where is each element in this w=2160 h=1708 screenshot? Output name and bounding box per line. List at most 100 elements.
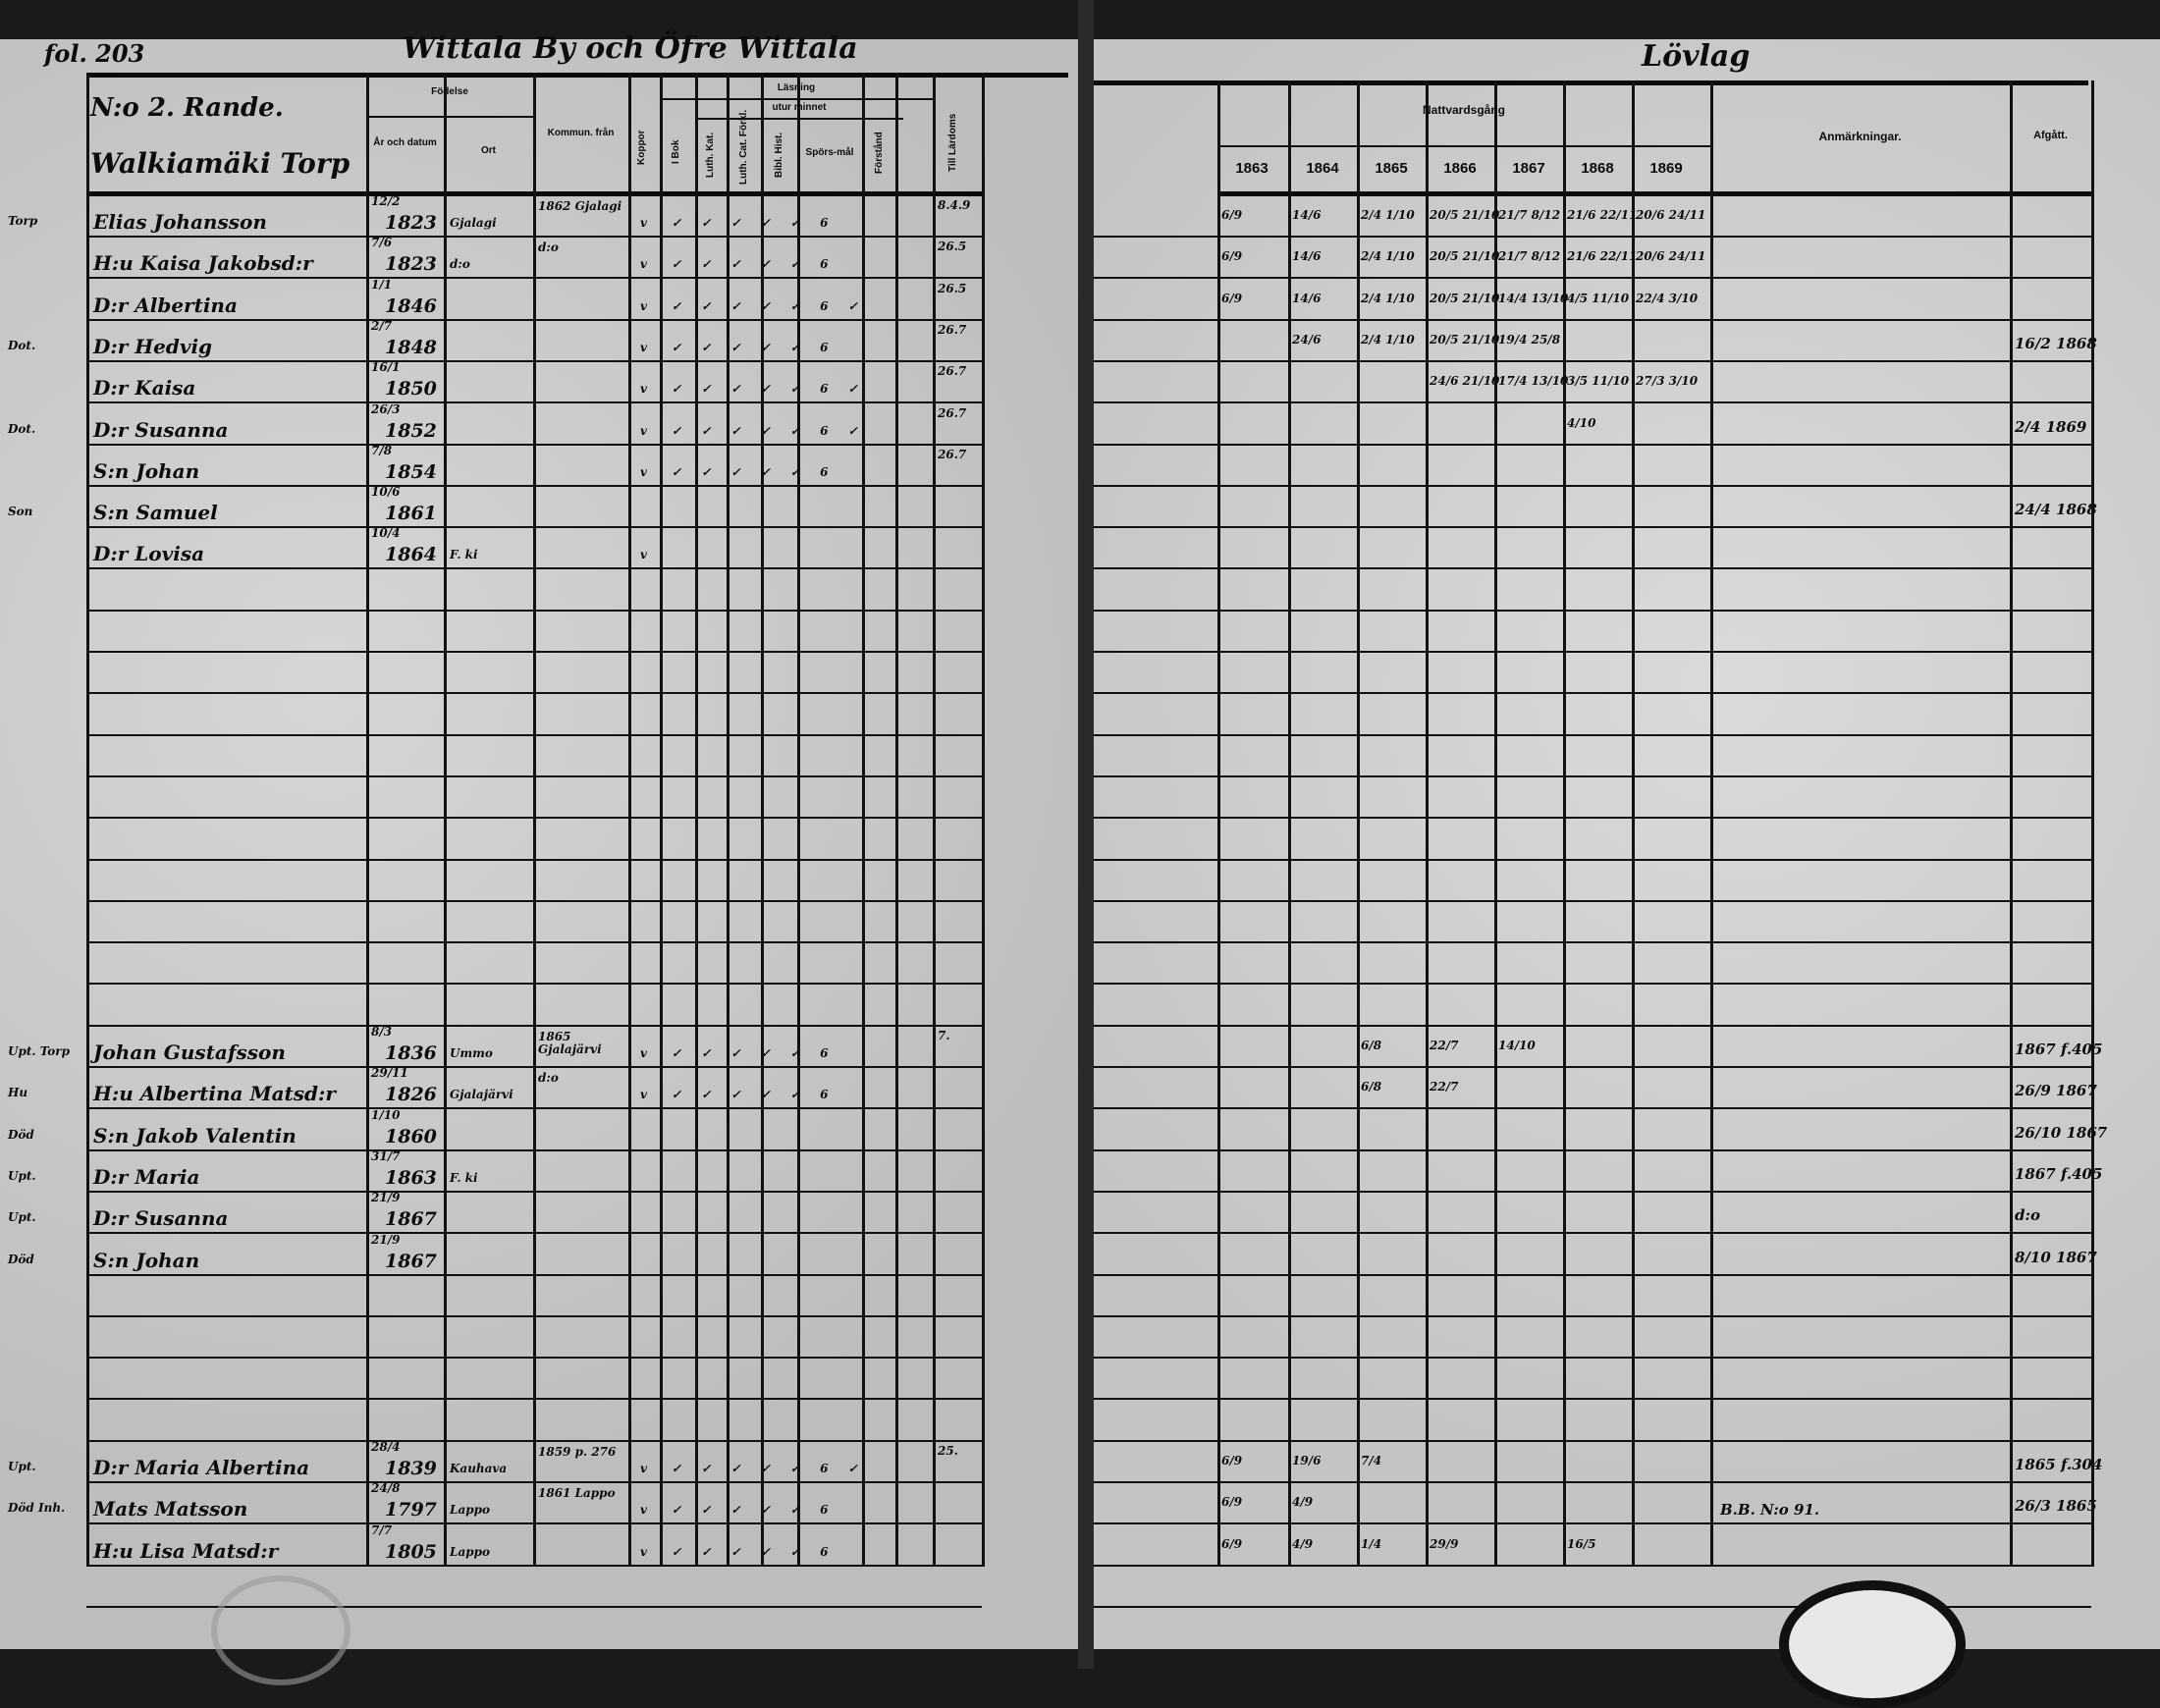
table-row: H:u Lisa Matsd:r 7/7 1805 Lappo v ✓ ✓ ✓ ✓ ✓ 6 — [0, 1523, 982, 1565]
header-year: 1867 — [1512, 160, 1545, 177]
admitted-note: 26.7 — [938, 447, 967, 461]
row-line — [1092, 651, 2091, 653]
column-line — [1710, 80, 1713, 1567]
row-line — [86, 1605, 982, 1608]
birth-date: 29/11 — [371, 1066, 408, 1081]
communion-date: 3/5 11/10 — [1567, 374, 1630, 389]
column-line — [761, 73, 764, 1567]
row-line — [1092, 609, 2091, 612]
smallpox-mark: v — [640, 1544, 647, 1559]
moved-from: d:o — [538, 240, 559, 255]
row-mark: Son — [8, 505, 33, 519]
rule — [695, 118, 903, 120]
row-line — [1092, 1522, 2091, 1525]
smallpox-mark: v — [640, 1503, 647, 1518]
admitted-note: 26.7 — [938, 405, 967, 420]
table-row — [0, 1368, 982, 1398]
departed-date: 26/3 1865 — [2015, 1497, 2097, 1516]
table-row — [1092, 1282, 2091, 1315]
row-line — [86, 609, 982, 612]
communion-date: 22/7 — [1430, 1039, 1459, 1052]
column-line — [1494, 80, 1497, 1567]
remark: B.B. N:o 91. — [1720, 1501, 1820, 1520]
column-line — [695, 73, 698, 1567]
row-line — [1092, 817, 2091, 820]
person-name: S:n Johan — [93, 1248, 200, 1272]
smallpox-mark: v — [640, 548, 647, 562]
column-line — [797, 73, 800, 1567]
table-row: Död S:n Johan 21/9 1867 — [0, 1233, 982, 1274]
birth-date: 7/7 — [371, 1522, 393, 1537]
birth-date: 7/6 — [371, 236, 393, 250]
communion-date: 16/5 — [1567, 1536, 1596, 1551]
header-from-memory: utur minnet — [772, 102, 827, 113]
communion-date: 14/4 13/10 — [1498, 291, 1569, 305]
row-line — [86, 817, 982, 820]
table-row: 6/9 4/9 B.B. N:o 91. 26/3 1865 — [1092, 1489, 2097, 1522]
departed-date: 8/10 1867 — [2015, 1248, 2097, 1266]
reading-marks: ✓ ✓ ✓ ✓ ✓ 6 — [672, 340, 829, 354]
row-line — [86, 858, 982, 861]
table-row — [0, 787, 982, 817]
birth-place: Ummo — [450, 1046, 493, 1060]
table-row: 24/4 1868 — [1092, 493, 2097, 526]
row-line — [86, 443, 982, 446]
column-line — [1632, 80, 1635, 1567]
departed-date: d:o — [2015, 1206, 2041, 1225]
header-year-date: År och datum — [373, 137, 437, 148]
header-luther-cat: Luth. Kat. — [705, 132, 716, 178]
communion-date: 21/7 8/12 — [1498, 208, 1561, 222]
header-questions: Spörs-mål — [805, 147, 854, 158]
column-line — [895, 73, 898, 1567]
table-row: 1867 f.405 — [1092, 1157, 2102, 1191]
row-mark: Upt. Torp — [8, 1044, 71, 1058]
table-row — [0, 663, 982, 692]
table-row — [1092, 701, 2091, 734]
header-bible-hist: Bibl. Hist. — [774, 132, 784, 179]
column-line — [933, 73, 936, 1567]
birth-date: 10/4 — [371, 526, 401, 541]
communion-date: 1/4 — [1361, 1536, 1382, 1551]
person-name: S:n Samuel — [93, 501, 218, 525]
column-line — [86, 73, 89, 1567]
row-line — [86, 733, 982, 736]
folio: fol. 203 — [44, 39, 145, 68]
birth-date: 16/1 — [371, 360, 401, 375]
reading-marks: ✓ ✓ ✓ ✓ ✓ 6 ✓ — [672, 298, 858, 313]
moved-from: 1861 Lappo — [538, 1486, 616, 1501]
departed-date: 26/9 1867 — [2015, 1082, 2097, 1100]
column-line — [1426, 80, 1429, 1567]
table-row: 6/9 19/6 7/4 1865 f.304 — [1092, 1448, 2102, 1481]
birth-year: 1854 — [385, 460, 437, 483]
admitted-note: 26.5 — [938, 281, 967, 295]
header-birth: Födelse — [431, 86, 468, 97]
departed-date: 2/4 1869 — [2015, 417, 2087, 436]
table-row: Upt. Torp Johan Gustafsson 8/3 1836 Ummo 1865… — [0, 1025, 982, 1066]
row-mark: Torp — [8, 214, 38, 228]
communion-date: 22/7 — [1430, 1080, 1459, 1094]
table-row: Död Inh. Mats Matsson 24/8 1797 Lappo 1861 La… — [0, 1481, 982, 1522]
column-line — [2091, 80, 2094, 1567]
table-row — [1092, 783, 2091, 817]
smallpox-mark: v — [640, 382, 647, 397]
column-line — [727, 73, 729, 1567]
row-line — [86, 1232, 982, 1235]
birth-year: 1846 — [385, 294, 437, 317]
column-line — [2010, 80, 2013, 1567]
table-row — [1092, 1323, 2091, 1357]
row-line — [86, 651, 982, 653]
smallpox-mark: v — [640, 1462, 647, 1475]
birth-year: 1836 — [385, 1042, 437, 1064]
row-line — [86, 1314, 982, 1317]
row-line — [1092, 443, 2091, 446]
row-line — [1092, 1439, 2091, 1442]
row-mark: Död Inh. — [8, 1501, 66, 1516]
row-line — [86, 359, 982, 362]
person-name: H:u Kaisa Jakobsd:r — [93, 251, 313, 276]
row-line — [1092, 899, 2091, 902]
row-line — [1092, 526, 2091, 529]
communion-date: 14/6 — [1292, 208, 1322, 222]
birth-date: 28/4 — [371, 1440, 401, 1454]
birth-year: 1867 — [385, 1250, 437, 1272]
table-row: S:n Johan 7/8 1854 v ✓ ✓ ✓ ✓ ✓ 6 26.7 — [0, 444, 982, 485]
